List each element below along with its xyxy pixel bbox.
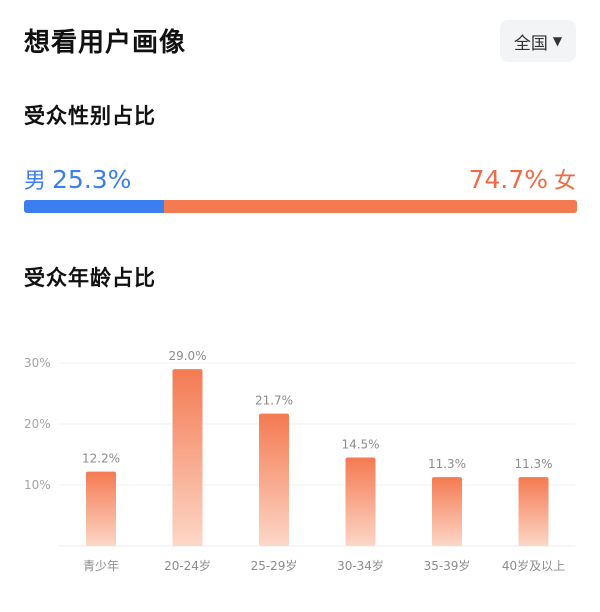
age-bar-chart: 10% 20% 30% 12.2% 青少年 29.0% 20-24岁 21.7% 25-29岁 1… [24,349,575,573]
age-bar[interactable] [518,477,549,546]
female-share: 74.7% 女 [469,164,576,198]
bar-value-label: 21.7% [255,394,293,408]
region-dropdown[interactable]: 全国 ▼ [500,20,576,62]
category-label: 35-39岁 [424,558,471,573]
male-ratio-segment [24,200,164,213]
age-bar[interactable] [259,413,289,546]
age-section-title: 受众年龄占比 [24,266,156,290]
female-symbol: 女 [553,169,576,194]
y-tick-label: 10% [24,478,51,492]
age-bar[interactable] [172,369,203,546]
gender-section-title: 受众性别占比 [24,104,156,128]
category-label: 30-34岁 [337,558,384,573]
age-bar[interactable] [86,471,116,546]
age-bar[interactable] [345,457,376,546]
male-share: 男 25.3% [24,164,131,198]
bar-value-label: 29.0% [168,349,206,363]
page-title: 想看用户画像 [24,28,187,58]
age-bar[interactable] [432,477,462,546]
category-label: 20-24岁 [164,558,211,573]
gender-ratio-bar [24,200,577,213]
y-tick-label: 20% [24,417,51,431]
category-label: 25-29岁 [251,558,298,573]
bar-value-label: 14.5% [341,438,379,452]
bar-value-label: 11.3% [514,457,552,471]
category-label: 40岁及以上 [502,558,565,573]
bar-value-label: 12.2% [82,452,120,466]
male-symbol: 男 [24,169,47,194]
category-label: 青少年 [83,559,119,573]
bar-value-label: 11.3% [428,457,466,471]
male-percent: 25.3% [52,165,132,194]
y-tick-label: 30% [24,356,51,370]
female-ratio-segment [163,200,577,213]
caret-down-icon: ▼ [552,34,563,48]
region-label: 全国 [513,33,548,54]
female-percent: 74.7% [468,165,548,194]
